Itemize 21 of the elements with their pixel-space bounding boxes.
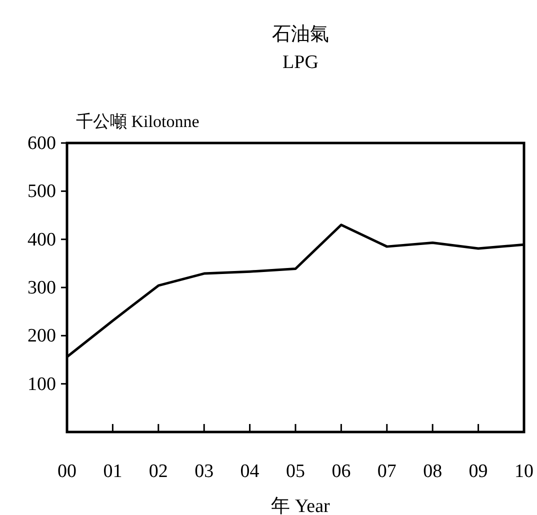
x-tick-label: 02 bbox=[148, 461, 168, 482]
y-tick-label: 600 bbox=[28, 133, 56, 154]
x-tick-label: 01 bbox=[103, 461, 122, 482]
y-tick-label: 400 bbox=[28, 229, 56, 250]
x-tick-label: 06 bbox=[332, 461, 351, 482]
chart-subtitle: LPG bbox=[282, 52, 319, 73]
y-tick-label: 300 bbox=[28, 278, 56, 298]
y-tick-label: 500 bbox=[28, 181, 56, 202]
x-tick-label: 00 bbox=[58, 461, 76, 482]
x-tick-label: 04 bbox=[240, 461, 260, 482]
y-tick-label: 200 bbox=[28, 326, 56, 347]
chart-title: 石油氣 bbox=[272, 24, 329, 45]
x-tick-label: 05 bbox=[286, 461, 305, 482]
y-axis-title: 千公噸 Kilotonne bbox=[76, 112, 200, 131]
x-axis-title: 年 Year bbox=[271, 496, 331, 515]
x-tick-label: 07 bbox=[377, 461, 396, 482]
y-tick-label: 100 bbox=[28, 374, 56, 395]
x-tick-label: 08 bbox=[423, 461, 442, 482]
x-tick-label: 03 bbox=[194, 461, 214, 482]
x-tick-label: 10 bbox=[514, 461, 534, 482]
x-tick-label: 09 bbox=[468, 461, 488, 482]
